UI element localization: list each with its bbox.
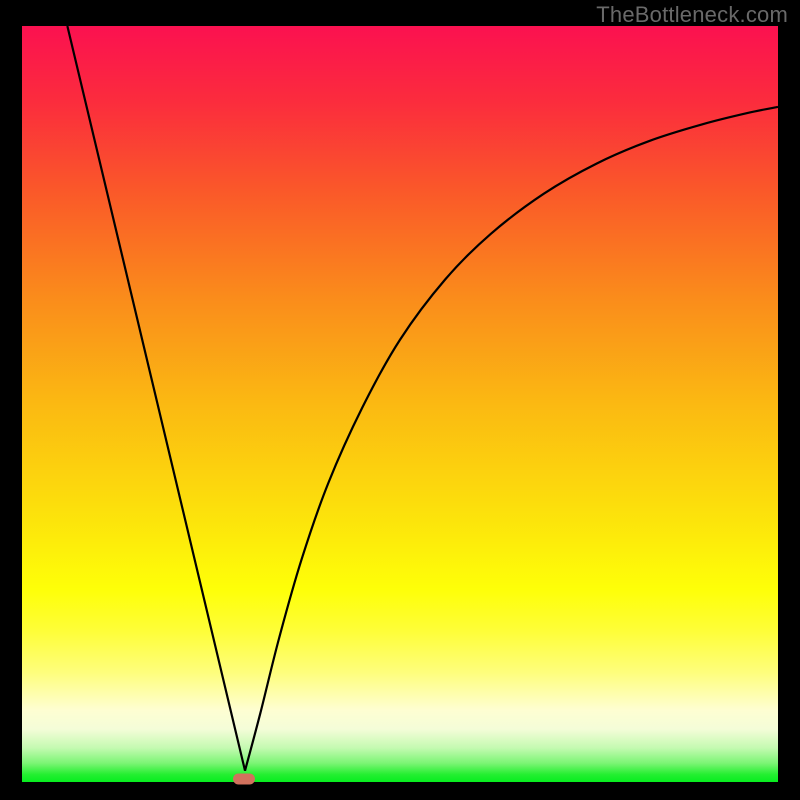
- chart-frame: TheBottleneck.com: [0, 0, 800, 800]
- plot-area: [22, 26, 778, 782]
- watermark-text: TheBottleneck.com: [596, 2, 788, 28]
- bottleneck-curve: [22, 26, 778, 782]
- minimum-marker: [233, 773, 255, 784]
